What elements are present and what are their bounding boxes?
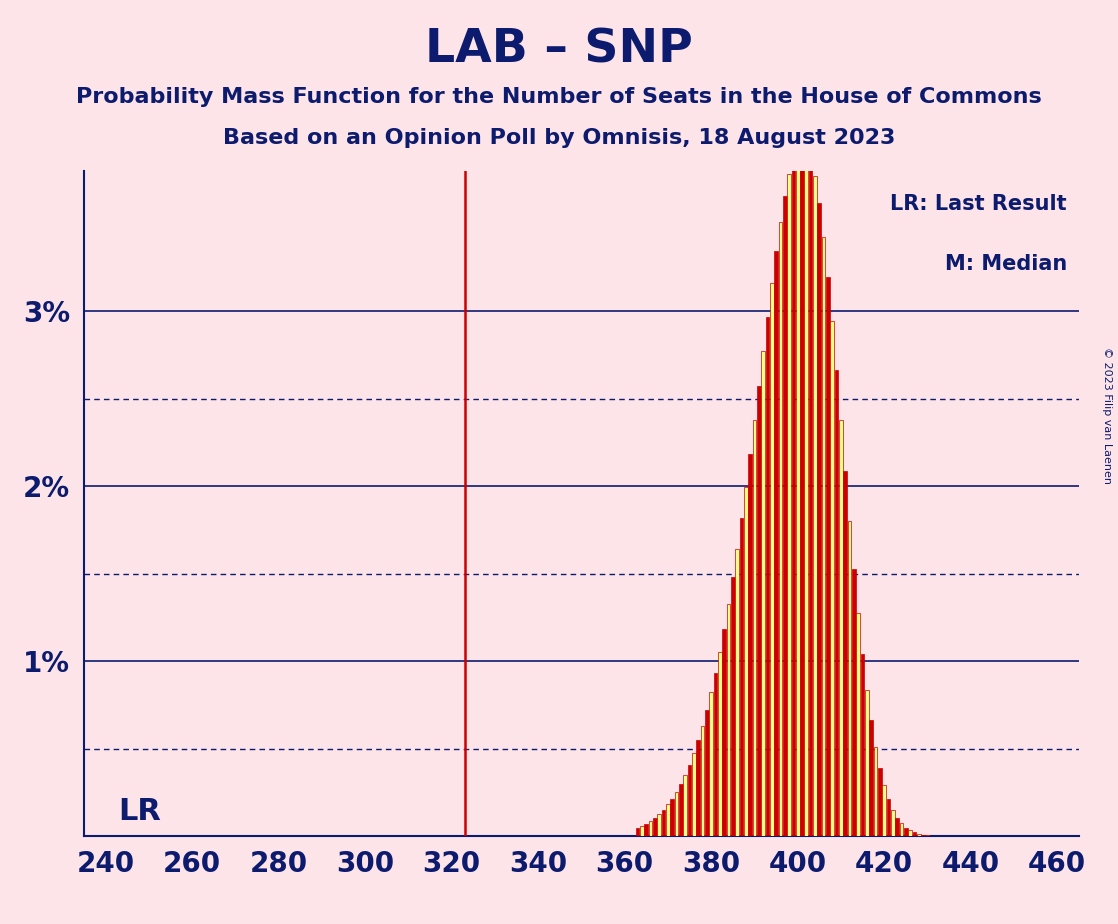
Text: LAB – SNP: LAB – SNP: [425, 28, 693, 73]
Bar: [878, 768, 882, 836]
Bar: [843, 471, 847, 836]
Bar: [887, 799, 890, 836]
Text: © 2023 Filip van Laenen: © 2023 Filip van Laenen: [1102, 347, 1111, 484]
Bar: [852, 569, 855, 836]
Bar: [666, 805, 670, 836]
Bar: [709, 692, 713, 836]
Bar: [701, 726, 704, 836]
Bar: [727, 603, 730, 836]
Bar: [657, 814, 661, 836]
Bar: [891, 809, 894, 836]
Bar: [813, 176, 817, 836]
Bar: [662, 809, 665, 836]
Bar: [835, 370, 838, 836]
Bar: [683, 775, 688, 836]
Bar: [644, 823, 648, 836]
Bar: [900, 823, 903, 836]
Text: LR: LR: [119, 796, 161, 826]
Bar: [743, 487, 748, 836]
Text: LR: Last Result: LR: Last Result: [890, 194, 1067, 214]
Bar: [679, 784, 683, 836]
Bar: [636, 828, 639, 836]
Bar: [731, 577, 735, 836]
Bar: [882, 785, 887, 836]
Bar: [757, 386, 760, 836]
Bar: [831, 322, 834, 836]
Bar: [752, 420, 756, 836]
Bar: [912, 833, 917, 836]
Bar: [722, 628, 726, 836]
Bar: [770, 283, 774, 836]
Bar: [692, 753, 695, 836]
Bar: [674, 792, 679, 836]
Bar: [688, 765, 691, 836]
Text: Probability Mass Function for the Number of Seats in the House of Commons: Probability Mass Function for the Number…: [76, 87, 1042, 107]
Bar: [917, 833, 920, 836]
Bar: [847, 521, 852, 836]
Bar: [826, 276, 830, 836]
Bar: [787, 174, 790, 836]
Bar: [736, 549, 739, 836]
Bar: [796, 147, 799, 836]
Bar: [705, 710, 709, 836]
Bar: [713, 673, 718, 836]
Text: M: Median: M: Median: [945, 254, 1067, 274]
Bar: [648, 821, 653, 836]
Bar: [641, 826, 644, 836]
Bar: [761, 351, 765, 836]
Bar: [896, 818, 899, 836]
Bar: [840, 420, 843, 836]
Bar: [921, 834, 925, 836]
Bar: [653, 818, 656, 836]
Bar: [805, 146, 808, 836]
Bar: [861, 654, 864, 836]
Bar: [870, 721, 873, 836]
Bar: [792, 157, 795, 836]
Bar: [766, 317, 769, 836]
Bar: [800, 142, 804, 836]
Bar: [822, 237, 825, 836]
Bar: [740, 518, 743, 836]
Bar: [865, 689, 869, 836]
Bar: [783, 196, 787, 836]
Bar: [671, 798, 674, 836]
Bar: [697, 740, 700, 836]
Bar: [778, 222, 783, 836]
Bar: [904, 828, 908, 836]
Bar: [856, 614, 860, 836]
Text: Based on an Opinion Poll by Omnisis, 18 August 2023: Based on an Opinion Poll by Omnisis, 18 …: [222, 128, 896, 148]
Bar: [808, 157, 813, 836]
Bar: [873, 747, 878, 836]
Bar: [908, 831, 912, 836]
Bar: [748, 454, 752, 836]
Bar: [718, 651, 721, 836]
Bar: [774, 251, 778, 836]
Bar: [817, 203, 821, 836]
